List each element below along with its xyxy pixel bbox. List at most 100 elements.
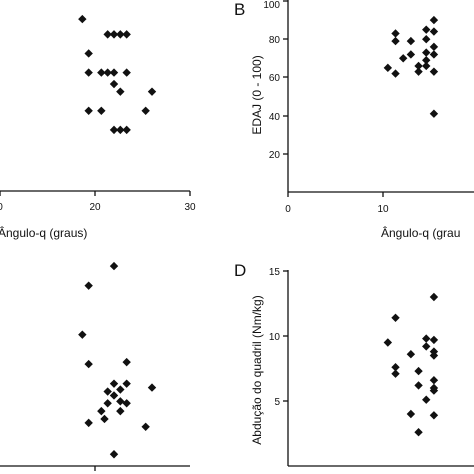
panel-c-point <box>109 450 119 459</box>
panel-b-point <box>399 54 408 63</box>
panel-b-point <box>422 25 431 34</box>
panel-b-point <box>422 56 431 65</box>
panel-a-point <box>103 30 112 39</box>
panel-a-point <box>103 68 112 77</box>
panel-b-point <box>422 35 431 44</box>
panel-d-point <box>414 428 423 437</box>
panel-b-point <box>429 27 439 36</box>
panel-b-point <box>406 36 416 46</box>
panel-d-letter: D <box>234 261 246 280</box>
panel-b-point <box>391 69 400 78</box>
panel-c-point <box>84 281 93 290</box>
panel-d-point <box>429 386 439 395</box>
panel-d-point <box>429 411 439 420</box>
panel-d-point <box>422 334 431 343</box>
panel-a-x-tick-label: 30 <box>184 202 196 213</box>
panel-c-point <box>109 391 119 400</box>
panel-c-point <box>116 385 125 394</box>
panel-c-point <box>141 422 150 431</box>
panel-a-marks <box>78 14 157 135</box>
panel-b-x-tick-label: 0 <box>285 204 291 215</box>
panel-b-point <box>391 29 400 38</box>
panel-c-marks <box>78 261 157 459</box>
panel-d-point <box>429 292 439 302</box>
panel-b-point <box>429 50 439 59</box>
panel-b-point <box>414 67 423 76</box>
panel-a-point <box>109 79 119 89</box>
panel-c-point <box>100 414 109 424</box>
panel-c-point <box>84 359 93 369</box>
panel-c-point <box>103 399 112 408</box>
panel-a-point <box>84 106 93 115</box>
panel-c-point <box>97 406 106 416</box>
panel-d-point <box>414 381 423 390</box>
panel-a-point <box>122 68 131 77</box>
panel-b-point <box>422 61 431 71</box>
panel-a-point <box>109 30 119 39</box>
panel-b-y-tick-label: 40 <box>269 112 281 123</box>
panel-c-point <box>116 397 125 406</box>
panel-b-y-tick-label: 100 <box>263 0 280 11</box>
panel-d-point <box>391 369 400 378</box>
panel-d-point <box>422 342 431 351</box>
panel-b-point <box>429 109 439 118</box>
panel-d-point <box>429 351 439 360</box>
panel-b-point <box>429 67 439 76</box>
panel-b-marks <box>383 15 439 118</box>
panel-b-y-tick-label: 20 <box>269 150 281 161</box>
panel-a-point <box>122 30 131 39</box>
panel-d-point <box>406 350 416 359</box>
panel-a-point <box>141 106 150 115</box>
panel-b-point <box>406 50 416 59</box>
panel-b-x-axis-label: Ângulo-q (grau <box>381 225 460 240</box>
panel-c-point <box>116 406 125 416</box>
panel-c-point <box>103 387 112 396</box>
panel-a-point <box>122 125 131 135</box>
panel-a-x-tick-label: 20 <box>89 202 101 213</box>
panel-c-point <box>147 383 157 392</box>
panel-a-point <box>116 87 125 96</box>
panel-a-point <box>78 14 87 24</box>
panel-a-point <box>109 125 119 135</box>
panel-d-point <box>429 335 439 345</box>
panel-c-point <box>122 399 131 408</box>
panel-d-point <box>429 376 439 385</box>
panel-d-point <box>414 366 423 376</box>
panel-a-point <box>116 125 125 135</box>
panel-d-point <box>406 409 416 419</box>
panel-c-point <box>109 379 119 388</box>
panel-b-y-axis-label: EDAJ (0 - 100) <box>250 55 264 134</box>
panel-c <box>0 261 190 471</box>
panel-a-point <box>97 68 106 77</box>
panel-b-point <box>429 42 439 52</box>
panel-a-point <box>97 106 106 115</box>
panel-a-x-axis-label: Ângulo-q (graus) <box>0 225 87 240</box>
panel-a-point <box>116 30 125 39</box>
panel-c-point <box>84 418 93 428</box>
panel-d-y-tick-label: 15 <box>269 267 281 278</box>
panel-d-point <box>422 395 431 404</box>
panel-d-point <box>383 338 393 347</box>
panel-b-letter: B <box>234 0 245 19</box>
panel-b: B 100 80 60 40 20 0 10 Ângulo-q (grau ED… <box>234 0 474 240</box>
panel-a-point <box>84 68 93 77</box>
panel-a-point <box>84 49 93 58</box>
panel-c-point <box>122 379 131 388</box>
panel-b-point <box>391 36 400 46</box>
panel-c-point <box>122 357 131 367</box>
panel-b-y-tick-label: 60 <box>269 73 281 84</box>
panel-b-x-tick-label: 10 <box>377 204 389 215</box>
panel-b-point <box>422 48 431 57</box>
panel-a: 0 20 30 Ângulo-q (graus) <box>0 14 196 240</box>
panel-a-x-tick-label: 0 <box>0 202 3 213</box>
panel-d-marks <box>383 292 439 437</box>
panel-d: D 15 10 5 Abdução do quadril (Nm/kg) <box>234 261 474 467</box>
panel-b-point <box>429 15 439 25</box>
panel-c-point <box>78 330 87 339</box>
panel-d-point <box>391 363 400 372</box>
panel-b-point <box>414 61 423 71</box>
panel-d-y-tick-label: 5 <box>274 397 280 408</box>
panel-a-point <box>147 87 157 96</box>
panel-c-point <box>109 261 119 271</box>
panel-d-point <box>391 313 400 322</box>
